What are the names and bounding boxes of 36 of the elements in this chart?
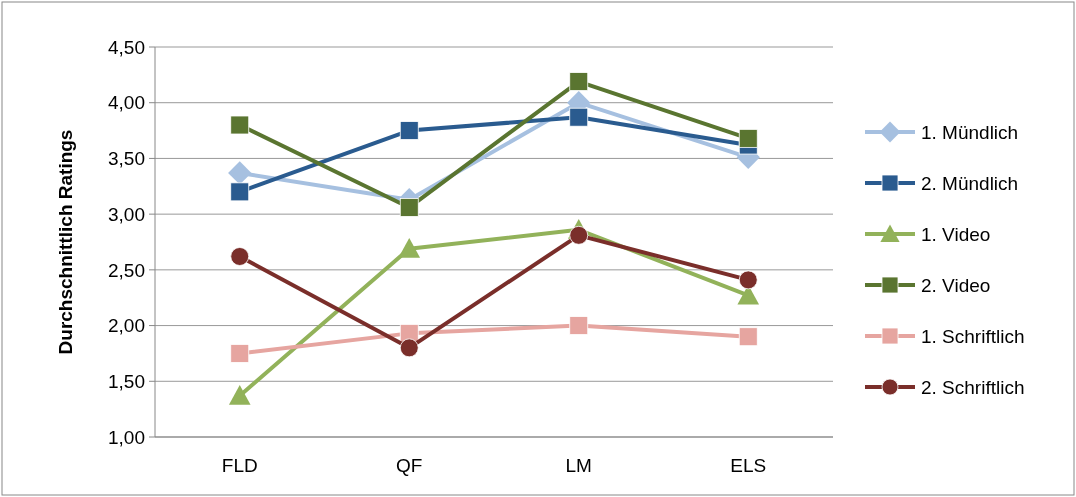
point bbox=[398, 237, 421, 258]
point bbox=[738, 327, 758, 347]
y-tick-label: 1,00 bbox=[108, 426, 145, 448]
point bbox=[569, 107, 589, 127]
legend-label: 1. Mündlich bbox=[921, 121, 1019, 143]
point bbox=[230, 344, 250, 363]
point bbox=[399, 198, 419, 217]
point bbox=[569, 225, 589, 245]
point bbox=[230, 182, 250, 202]
y-tick-label: 1,50 bbox=[108, 370, 145, 392]
y-tick-label: 2,50 bbox=[108, 259, 145, 281]
x-tick-label: FLD bbox=[221, 455, 258, 476]
point bbox=[569, 316, 589, 335]
point bbox=[399, 121, 419, 140]
point bbox=[228, 161, 252, 185]
point bbox=[230, 115, 250, 135]
x-tick-label: ELS bbox=[730, 455, 767, 476]
point bbox=[230, 247, 250, 266]
legend-label: 1. Video bbox=[921, 223, 991, 245]
x-tick-label: QF bbox=[396, 455, 423, 476]
point bbox=[738, 270, 758, 290]
x-tick-label: LM bbox=[565, 455, 592, 476]
y-axis-title: Durchschnittlich Ratings bbox=[55, 129, 76, 355]
point bbox=[228, 384, 251, 405]
point bbox=[569, 72, 589, 91]
point bbox=[738, 128, 758, 148]
legend-label: 1. Schriftlich bbox=[921, 325, 1025, 347]
y-tick-label: 2,00 bbox=[108, 315, 145, 337]
y-tick-label: 4,00 bbox=[108, 92, 145, 114]
point bbox=[399, 338, 419, 358]
y-tick-label: 3,50 bbox=[108, 148, 145, 170]
y-tick-label: 4,50 bbox=[108, 36, 145, 58]
y-tick-label: 3,00 bbox=[108, 203, 145, 225]
legend-label: 2. Mündlich bbox=[921, 172, 1019, 194]
legend-label: 2. Schriftlich bbox=[921, 376, 1025, 398]
legend-label: 2. Video bbox=[921, 274, 991, 296]
